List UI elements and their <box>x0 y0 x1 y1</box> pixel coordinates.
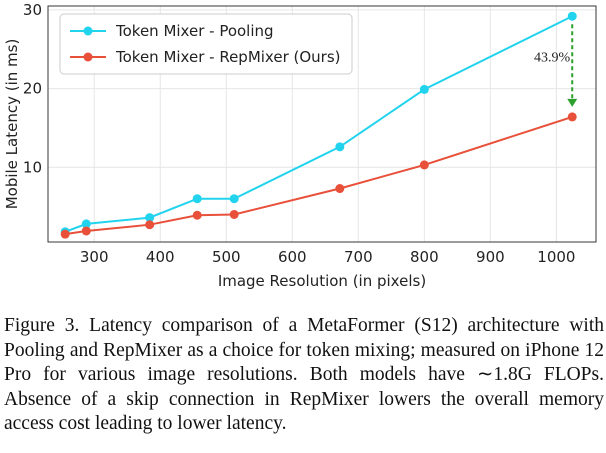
series-line-0 <box>64 15 573 233</box>
x-tick-label: 1000 <box>537 248 575 266</box>
data-point-1 <box>60 229 70 239</box>
legend-label-repmixer: Token Mixer - RepMixer (Ours) <box>115 48 341 66</box>
legend: Token Mixer - Pooling Token Mixer - RepM… <box>59 13 353 75</box>
x-tick-label: 900 <box>476 248 505 266</box>
annotation-layer: 43.9% <box>534 24 578 107</box>
figure-caption: Figure 3. Latency comparison of a MetaFo… <box>4 315 604 434</box>
data-point-0 <box>192 194 202 204</box>
legend-marker-repmixer <box>83 52 93 62</box>
latency-chart: 300 400 500 600 700 800 900 1000 10 20 30 43.9% I… <box>3 0 597 290</box>
x-ticks: 300 400 500 600 700 800 900 1000 <box>80 248 576 266</box>
data-point-1 <box>229 209 239 219</box>
data-point-1 <box>145 220 155 230</box>
x-tick-label: 700 <box>344 248 373 266</box>
y-tick-label: 10 <box>23 158 42 176</box>
data-point-1 <box>419 160 429 170</box>
data-point-1 <box>192 210 202 220</box>
legend-label-pooling: Token Mixer - Pooling <box>115 22 274 40</box>
x-tick-label: 600 <box>278 248 307 266</box>
x-tick-label: 500 <box>212 248 241 266</box>
data-point-1 <box>335 184 345 194</box>
x-axis-title: Image Resolution (in pixels) <box>218 272 426 290</box>
data-point-0 <box>229 194 239 204</box>
y-axis-title: Mobile Latency (in ms) <box>3 39 21 210</box>
y-tick-label: 20 <box>23 80 42 98</box>
data-point-0 <box>81 219 91 229</box>
plot-frame <box>47 5 597 243</box>
annotation-label: 43.9% <box>534 51 571 66</box>
data-point-1 <box>567 112 577 122</box>
data-point-0 <box>419 84 429 94</box>
legend-box <box>59 13 353 75</box>
data-point-0 <box>145 213 155 223</box>
y-ticks: 10 20 30 <box>23 1 42 176</box>
annotation-arrow-head <box>567 98 578 107</box>
series-layer <box>60 11 577 239</box>
data-point-1 <box>81 226 91 236</box>
data-point-0 <box>567 11 577 21</box>
x-tick-label: 800 <box>410 248 439 266</box>
data-point-0 <box>335 142 345 152</box>
series-line-1 <box>65 115 573 236</box>
x-tick-label: 300 <box>80 248 109 266</box>
x-tick-label: 400 <box>146 248 175 266</box>
legend-marker-pooling <box>83 26 93 36</box>
y-tick-label: 30 <box>23 1 42 19</box>
